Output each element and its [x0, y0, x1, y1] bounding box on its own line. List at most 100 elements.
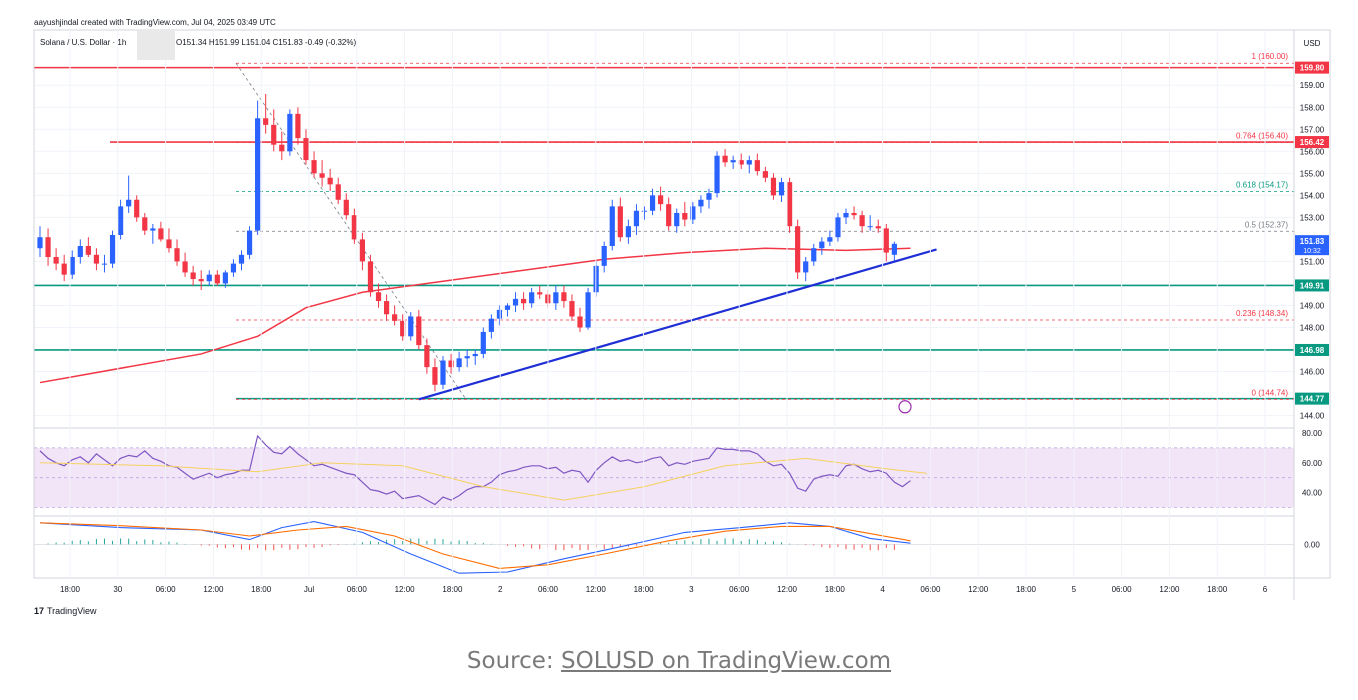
candle-body	[158, 228, 164, 240]
y-tick-label: 151.00	[1300, 257, 1325, 266]
rsi-y-tick: 40.00	[1302, 489, 1323, 498]
candle-body	[416, 316, 422, 346]
candle-body	[303, 138, 309, 161]
y-tick-label: 155.00	[1300, 169, 1325, 178]
candle-body	[633, 210, 640, 227]
y-tick-label: 148.00	[1300, 324, 1325, 333]
candle-body	[488, 318, 494, 332]
x-tick-label: 6	[1263, 585, 1268, 594]
alert-icon[interactable]	[898, 400, 912, 414]
price-tag-label: 149.91	[1300, 281, 1325, 290]
candle-body	[69, 257, 75, 275]
price-tag-label: 146.98	[1300, 346, 1325, 355]
y-tick-label: 157.00	[1300, 125, 1325, 134]
current-price-label: 151.83	[1300, 237, 1325, 246]
price-tag-label: 159.80	[1300, 64, 1325, 73]
candle-body	[658, 195, 664, 205]
x-tick-label: 4	[880, 585, 885, 594]
currency-label[interactable]: USD	[1304, 39, 1321, 48]
candle-body	[383, 301, 390, 315]
trendline[interactable]	[418, 248, 937, 401]
fib-diagonal[interactable]	[235, 62, 467, 400]
fib-level-label: 0 (144.74)	[1252, 388, 1289, 397]
candle-body	[770, 177, 777, 196]
candle-body	[553, 292, 559, 304]
tradingview-logo[interactable]: 17 TradingView	[34, 606, 97, 616]
x-tick-label: 06:00	[920, 585, 941, 594]
candle-body	[166, 239, 172, 249]
candle-body	[343, 199, 349, 216]
candle-body	[698, 199, 704, 207]
candle-body	[464, 356, 470, 359]
candle-body	[271, 124, 277, 145]
candle-body	[496, 309, 503, 319]
candle-body	[246, 230, 253, 255]
candle-body	[109, 235, 116, 264]
candle-body	[255, 118, 261, 231]
candle-body	[238, 254, 245, 264]
x-tick-label: 18:00	[442, 585, 463, 594]
candle-body	[85, 246, 91, 255]
x-tick-label: 2	[498, 585, 503, 594]
x-tick-label: Jul	[304, 585, 314, 594]
source-caption: Source: SOLUSD on TradingView.com	[0, 648, 1358, 674]
source-link[interactable]: SOLUSD on TradingView.com	[560, 648, 892, 674]
candle-body	[609, 206, 615, 247]
candle-body	[351, 215, 357, 240]
axes: 18:00 30 06:00 12:00 18:00 Jul 06:00 12:00 18:00…	[33, 29, 1331, 600]
x-tick-label: 12:00	[395, 585, 416, 594]
candle-body	[214, 274, 220, 284]
candle-body	[803, 261, 809, 273]
x-tick-label: 18:00	[1207, 585, 1228, 594]
candle-body	[45, 237, 51, 258]
symbol-title[interactable]: Solana / U.S. Dollar · 1h	[40, 38, 127, 47]
candle-body	[134, 199, 140, 218]
candle-body	[367, 261, 374, 293]
rsi-ma-line	[39, 457, 927, 501]
macd-line	[39, 521, 911, 574]
candle-body	[762, 171, 768, 178]
candle-body	[142, 217, 148, 231]
x-tick-label: 06:00	[1112, 585, 1133, 594]
candle-body	[674, 212, 680, 227]
candle-body	[472, 353, 478, 357]
candle-body	[529, 292, 535, 304]
candle-body	[53, 257, 59, 264]
candle-body	[392, 314, 398, 321]
candle-body	[682, 212, 688, 220]
candle-body	[537, 292, 543, 295]
fib-level-label: 0.618 (154.17)	[1236, 181, 1288, 190]
x-tick-label: 18:00	[825, 585, 846, 594]
candle-body	[738, 160, 744, 165]
x-tick-label: 18:00	[634, 585, 655, 594]
macd-signal-line	[39, 522, 911, 569]
candle-body	[867, 226, 873, 228]
blurred-overlay	[137, 30, 175, 60]
source-prefix: Source:	[466, 648, 561, 674]
fib-level-label: 0.764 (156.40)	[1236, 132, 1288, 141]
candle-body	[190, 272, 196, 280]
fib-level-label: 1 (160.00)	[1252, 52, 1289, 61]
candle-body	[118, 206, 124, 235]
tv-logo-text: TradingView	[47, 606, 97, 616]
candle-body	[819, 241, 825, 249]
candle-body	[891, 243, 897, 255]
x-tick-label: 12:00	[586, 585, 607, 594]
candle-body	[795, 226, 801, 273]
tv-logo-icon: 17	[34, 606, 45, 616]
candle-body	[690, 206, 696, 220]
fib-level-label: 0.236 (148.34)	[1236, 309, 1288, 318]
candle-body	[835, 217, 841, 238]
candle-body	[851, 212, 857, 216]
y-tick-label: 158.00	[1300, 103, 1325, 112]
candle-body	[746, 160, 752, 165]
candle-body	[319, 173, 325, 178]
candle-body	[512, 298, 519, 306]
candle-body	[182, 261, 188, 273]
x-tick-label: 06:00	[347, 585, 368, 594]
macd-y-tick: 0.00	[1304, 540, 1320, 549]
candle-body	[754, 160, 760, 172]
candle-body	[37, 237, 43, 249]
rsi-pane	[34, 434, 1294, 508]
